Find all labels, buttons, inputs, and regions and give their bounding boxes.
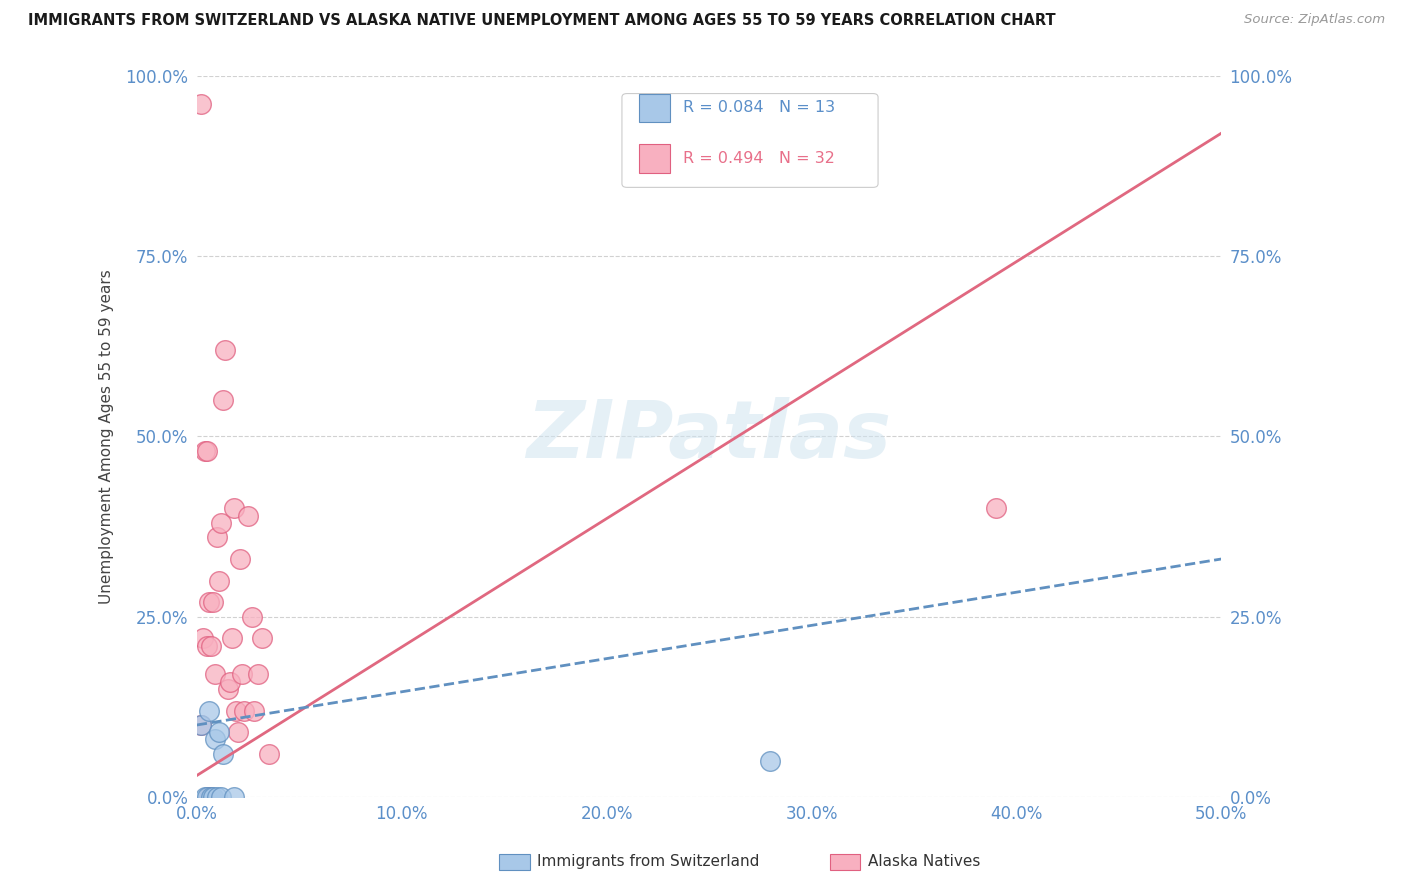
Point	[198, 704, 221, 718]
Point	[247, 667, 270, 681]
Point	[194, 443, 217, 458]
FancyBboxPatch shape	[640, 94, 671, 122]
Text: Immigrants from Switzerland: Immigrants from Switzerland	[537, 855, 759, 869]
Point	[229, 552, 252, 566]
Point	[198, 790, 221, 805]
Text: R = 0.084   N = 13: R = 0.084 N = 13	[683, 101, 835, 115]
Point	[190, 718, 212, 732]
Point	[195, 443, 218, 458]
Point	[207, 790, 229, 805]
Point	[208, 725, 231, 739]
Point	[222, 501, 245, 516]
Point	[225, 704, 247, 718]
Point	[759, 754, 782, 768]
Point	[191, 632, 214, 646]
Point	[222, 790, 245, 805]
Point	[243, 704, 266, 718]
Point	[190, 718, 212, 732]
FancyBboxPatch shape	[621, 94, 879, 187]
Point	[194, 790, 217, 805]
Point	[207, 530, 229, 544]
Point	[200, 639, 222, 653]
Point	[212, 393, 235, 408]
Point	[218, 674, 240, 689]
Point	[198, 595, 221, 609]
Point	[226, 725, 249, 739]
Point	[204, 667, 226, 681]
Point	[217, 681, 239, 696]
Point	[195, 790, 218, 805]
Point	[200, 790, 222, 805]
Text: IMMIGRANTS FROM SWITZERLAND VS ALASKA NATIVE UNEMPLOYMENT AMONG AGES 55 TO 59 YE: IMMIGRANTS FROM SWITZERLAND VS ALASKA NA…	[28, 13, 1056, 29]
Point	[257, 747, 280, 761]
Text: ZIPatlas: ZIPatlas	[526, 397, 891, 475]
Point	[214, 343, 236, 357]
Text: Source: ZipAtlas.com: Source: ZipAtlas.com	[1244, 13, 1385, 27]
Point	[209, 790, 232, 805]
Point	[984, 501, 1007, 516]
Point	[212, 747, 235, 761]
Point	[252, 632, 274, 646]
Point	[195, 639, 218, 653]
Text: R = 0.494   N = 32: R = 0.494 N = 32	[683, 151, 835, 166]
Point	[232, 704, 254, 718]
Point	[204, 732, 226, 747]
Point	[202, 595, 225, 609]
Point	[221, 632, 243, 646]
Point	[209, 516, 232, 530]
Point	[208, 574, 231, 588]
Point	[231, 667, 253, 681]
FancyBboxPatch shape	[640, 145, 671, 173]
Point	[236, 508, 259, 523]
Point	[190, 97, 212, 112]
Text: Alaska Natives: Alaska Natives	[868, 855, 980, 869]
Y-axis label: Unemployment Among Ages 55 to 59 years: Unemployment Among Ages 55 to 59 years	[100, 269, 114, 604]
Point	[240, 609, 263, 624]
Point	[202, 790, 225, 805]
